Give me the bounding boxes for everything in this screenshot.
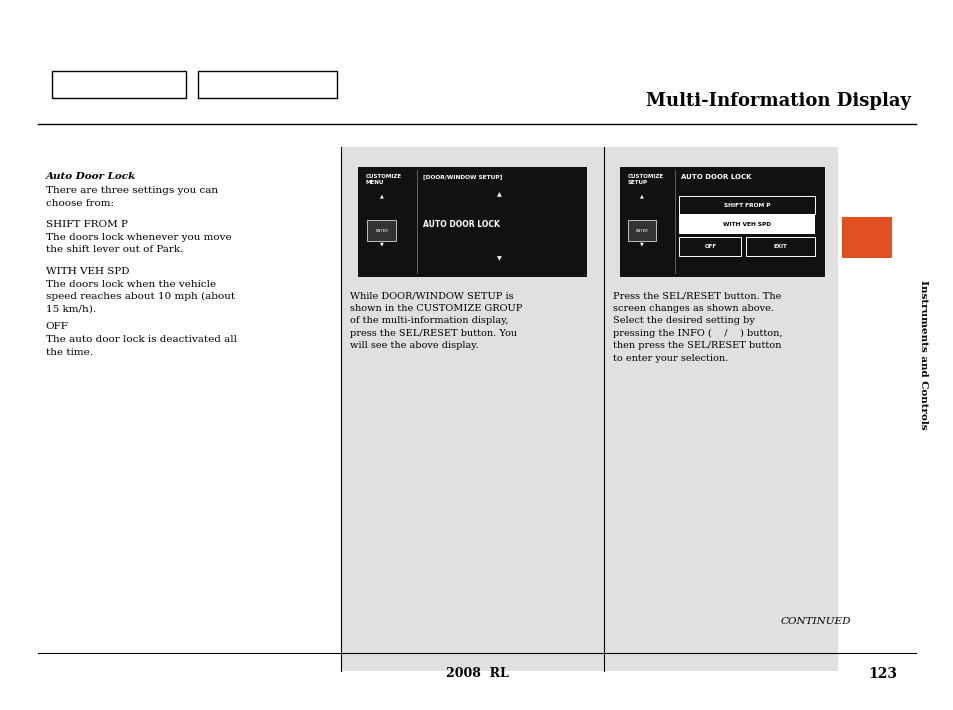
Text: CONTINUED: CONTINUED: [780, 617, 850, 626]
Text: CUSTOMIZE
SETUP: CUSTOMIZE SETUP: [627, 174, 663, 185]
Bar: [619, 167, 824, 277]
Text: AUTO DOOR LOCK: AUTO DOOR LOCK: [422, 220, 499, 229]
Bar: [52, 71, 186, 98]
Text: ▲: ▲: [379, 194, 383, 199]
Text: ▼: ▼: [379, 241, 383, 246]
Text: Multi-Information Display: Multi-Information Display: [645, 92, 910, 110]
Text: ▲: ▲: [639, 194, 643, 199]
Bar: [679, 237, 740, 256]
Bar: [745, 237, 814, 256]
Text: [DOOR/WINDOW SETUP]: [DOOR/WINDOW SETUP]: [422, 174, 501, 179]
Text: OFF: OFF: [704, 244, 716, 249]
Text: ▼: ▼: [639, 241, 643, 246]
Bar: [357, 167, 586, 277]
Bar: [603, 147, 837, 671]
Text: ▲: ▲: [497, 192, 500, 197]
Bar: [627, 220, 656, 241]
Text: Press the SEL/RESET button. The
screen changes as shown above.
Select the desire: Press the SEL/RESET button. The screen c…: [613, 291, 782, 363]
Text: While DOOR/WINDOW SETUP is
shown in the CUSTOMIZE GROUP
of the multi-information: While DOOR/WINDOW SETUP is shown in the …: [350, 291, 522, 350]
Bar: [367, 220, 395, 241]
Bar: [198, 71, 336, 98]
Text: Instruments and Controls: Instruments and Controls: [918, 280, 927, 430]
Text: WITH VEH SPD: WITH VEH SPD: [46, 267, 130, 276]
Text: 2008  RL: 2008 RL: [445, 667, 508, 680]
Text: SHIFT FROM P: SHIFT FROM P: [723, 202, 769, 208]
Text: The auto door lock is deactivated all
the time.: The auto door lock is deactivated all th…: [46, 335, 236, 356]
Text: ENTER: ENTER: [375, 229, 388, 233]
Text: The doors lock when the vehicle
speed reaches about 10 mph (about
15 km/h).: The doors lock when the vehicle speed re…: [46, 280, 234, 314]
Text: 123: 123: [867, 667, 896, 682]
Text: The doors lock whenever you move
the shift lever out of Park.: The doors lock whenever you move the shi…: [46, 233, 232, 254]
Text: CUSTOMIZE
MENU: CUSTOMIZE MENU: [365, 174, 401, 185]
Text: ▼: ▼: [497, 256, 500, 261]
Text: WITH VEH SPD: WITH VEH SPD: [722, 222, 770, 227]
Text: ENTER: ENTER: [635, 229, 648, 233]
Text: EXIT: EXIT: [773, 244, 786, 249]
Text: AUTO DOOR LOCK: AUTO DOOR LOCK: [680, 174, 751, 180]
Bar: [340, 147, 603, 671]
Text: There are three settings you can
choose from:: There are three settings you can choose …: [46, 186, 217, 207]
Bar: [841, 217, 891, 258]
Text: Auto Door Lock: Auto Door Lock: [46, 172, 136, 181]
Text: SHIFT FROM P: SHIFT FROM P: [46, 220, 128, 229]
Bar: [679, 214, 814, 234]
Bar: [679, 196, 814, 214]
Text: OFF: OFF: [46, 322, 69, 332]
